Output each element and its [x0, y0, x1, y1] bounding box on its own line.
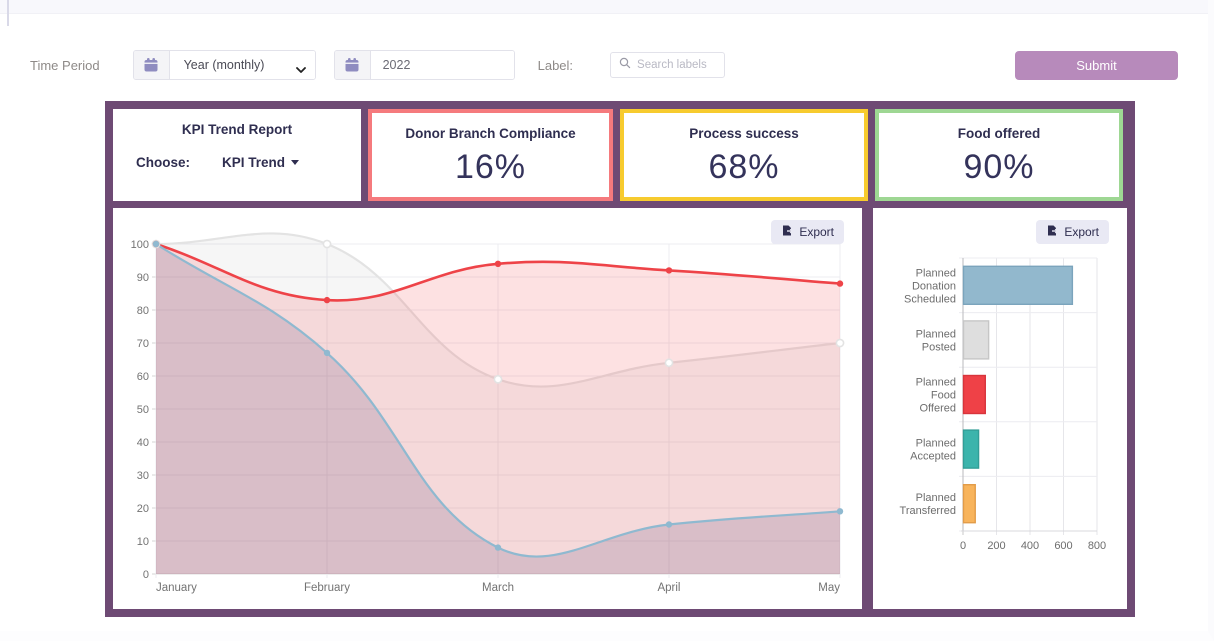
- kpi-card-value: 68%: [708, 148, 780, 186]
- export-label: Export: [1064, 225, 1099, 239]
- kpi-trend-line-chart: 0 10 20 30 40 50 60 70 80 90 100 January February Mar…: [131, 232, 845, 594]
- period-select-group: Year (monthly): [132, 50, 316, 80]
- search-input[interactable]: [637, 59, 717, 71]
- svg-text:0: 0: [960, 540, 966, 552]
- calendar-icon: [133, 51, 170, 79]
- svg-text:600: 600: [1054, 540, 1072, 552]
- svg-text:80: 80: [137, 305, 149, 317]
- choose-row: Choose: KPI Trend: [113, 155, 361, 170]
- svg-text:May: May: [818, 582, 840, 594]
- year-field[interactable]: [370, 51, 514, 79]
- kpi-card-title: Food offered: [957, 126, 1041, 141]
- svg-text:100: 100: [131, 239, 149, 251]
- dashboard-container: KPI Trend Report Choose: KPI Trend Donor…: [105, 101, 1135, 617]
- svg-text:90: 90: [137, 272, 149, 284]
- export-button[interactable]: Export: [1036, 220, 1109, 244]
- time-period-label: Time Period: [30, 57, 100, 73]
- year-input-group: [333, 50, 515, 80]
- export-icon: [1046, 224, 1059, 240]
- svg-text:40: 40: [137, 437, 149, 449]
- svg-text:0: 0: [143, 569, 149, 581]
- calendar-icon: [334, 51, 371, 79]
- svg-text:January: January: [156, 582, 197, 594]
- submit-button[interactable]: Submit: [1015, 50, 1178, 80]
- charts-row: Export 0 10 20 30 40 50 60 70 80 90 100 January Febr…: [113, 208, 1127, 609]
- label-search-group: [610, 52, 726, 78]
- svg-text:70: 70: [137, 338, 149, 350]
- kpi-card-process-success: Process success 68%: [620, 109, 868, 201]
- trend-line-chart-panel: Export 0 10 20 30 40 50 60 70 80 90 100 January Febr…: [113, 208, 862, 609]
- export-icon: [781, 224, 794, 240]
- svg-text:60: 60: [137, 371, 149, 383]
- svg-text:April: April: [657, 582, 680, 594]
- svg-text:50: 50: [137, 404, 149, 416]
- svg-text:200: 200: [987, 540, 1005, 552]
- kpi-card-value: 90%: [963, 148, 1035, 186]
- top-strip: [0, 0, 1208, 14]
- period-select[interactable]: Year (monthly): [169, 51, 315, 79]
- svg-text:March: March: [482, 582, 514, 594]
- kpi-card-donor-branch-compliance: Donor Branch Compliance 16%: [368, 109, 613, 201]
- left-edge-line: [7, 0, 9, 26]
- planned-horizontal-bar-chart: 0 200 400 600 800 Planned Donation Scheduled Pla…: [900, 257, 1106, 552]
- svg-text:10: 10: [137, 536, 149, 548]
- export-label: Export: [799, 225, 834, 239]
- planned-bar-chart-panel: Export 0 200 400 600 800 Planned Donation Sched…: [873, 208, 1127, 609]
- choose-label: Choose:: [136, 155, 190, 170]
- kpi-report-title: KPI Trend Report: [181, 122, 293, 137]
- kpi-card-value: 16%: [454, 148, 527, 186]
- svg-text:800: 800: [1088, 540, 1106, 552]
- svg-text:30: 30: [137, 470, 149, 482]
- svg-text:20: 20: [137, 503, 149, 515]
- kpi-card-title: Donor Branch Compliance: [405, 126, 576, 141]
- kpi-row: KPI Trend Report Choose: KPI Trend Donor…: [113, 109, 1127, 201]
- kpi-trend-dropdown-label: KPI Trend: [221, 155, 285, 170]
- filter-toolbar: Time Period Year (monthly) Label:: [30, 50, 1178, 80]
- kpi-trend-report-card: KPI Trend Report Choose: KPI Trend: [113, 109, 361, 201]
- kpi-card-title: Process success: [689, 126, 799, 141]
- label-caption: Label:: [537, 57, 574, 73]
- svg-text:February: February: [304, 582, 350, 594]
- kpi-trend-dropdown[interactable]: KPI Trend: [222, 155, 329, 170]
- export-button[interactable]: Export: [771, 220, 844, 244]
- search-icon: [619, 56, 631, 74]
- caret-down-icon: [291, 160, 299, 165]
- svg-text:400: 400: [1021, 540, 1039, 552]
- kpi-card-food-offered: Food offered 90%: [875, 109, 1123, 201]
